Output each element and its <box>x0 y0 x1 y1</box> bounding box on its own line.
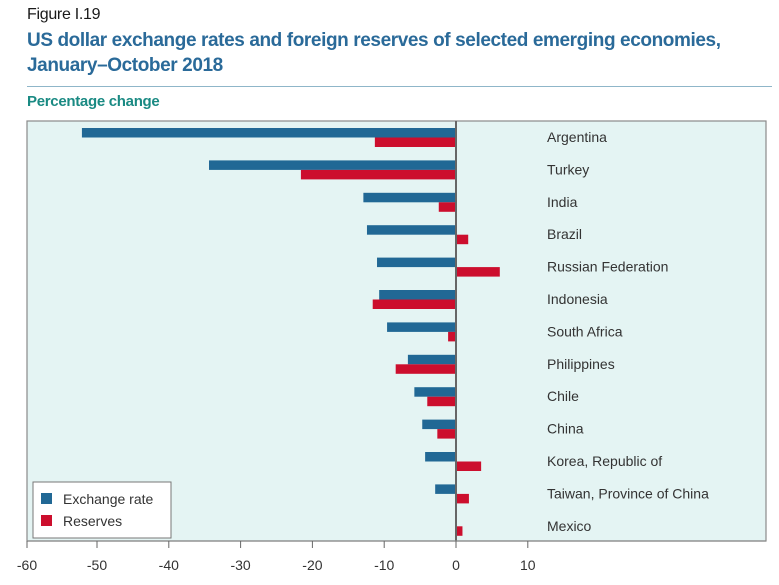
bar-exchange-rate <box>387 322 456 332</box>
category-label: Mexico <box>547 518 592 534</box>
x-tick-label: -20 <box>302 557 322 573</box>
x-tick-label: -40 <box>159 557 179 573</box>
figure-label: Figure I.19 <box>27 6 101 23</box>
bar-exchange-rate <box>425 452 456 462</box>
category-label: Chile <box>547 388 579 404</box>
x-tick-label: -50 <box>87 557 107 573</box>
bar-exchange-rate <box>422 419 456 430</box>
bar-reserves <box>456 461 482 471</box>
category-labels: Argentina Turkey India Brazil Russian Federa… <box>547 129 709 534</box>
chart-title: US dollar exchange rates and foreign res… <box>27 28 767 78</box>
category-label: India <box>547 194 578 210</box>
bar-exchange-rate <box>435 484 456 494</box>
x-axis: -60 -50 -40 -30 -20 -10 0 10 <box>17 540 766 573</box>
category-label: Philippines <box>547 356 615 372</box>
category-label: Indonesia <box>547 291 608 307</box>
bars-group <box>81 128 500 536</box>
x-tick-label: -60 <box>17 557 37 573</box>
legend-swatch-exchange-rate <box>41 493 52 504</box>
bar-exchange-rate <box>407 354 456 365</box>
x-tick-label: 10 <box>520 557 536 573</box>
bar-exchange-rate <box>414 387 456 397</box>
category-label: Taiwan, Province of China <box>547 485 709 501</box>
bar-exchange-rate <box>209 160 456 170</box>
chart-title-line-1: US dollar exchange rates and foreign res… <box>27 30 721 51</box>
bar-reserves <box>456 526 463 536</box>
legend-label-reserves: Reserves <box>63 513 122 529</box>
bar-reserves <box>300 169 456 180</box>
bar-reserves <box>374 137 456 147</box>
title-divider <box>27 86 772 87</box>
legend-swatch-reserves <box>41 515 52 526</box>
category-label: China <box>547 421 584 437</box>
bar-reserves <box>427 396 456 407</box>
bar-reserves <box>437 429 456 439</box>
bar-reserves <box>372 299 456 309</box>
bar-reserves <box>448 331 456 342</box>
bar-exchange-rate <box>366 225 456 235</box>
category-label: Brazil <box>547 226 582 242</box>
bar-exchange-rate <box>379 290 456 300</box>
x-tick-label: -10 <box>374 557 394 573</box>
category-label: South Africa <box>547 323 623 339</box>
category-label: Turkey <box>547 161 589 177</box>
legend: Exchange rate Reserves <box>32 481 172 539</box>
bar-reserves <box>456 234 469 245</box>
bar-reserves <box>456 493 469 504</box>
chart-title-line-2: January–October 2018 <box>27 55 223 76</box>
legend-label-exchange-rate: Exchange rate <box>63 491 153 507</box>
x-tick-label: 0 <box>452 557 460 573</box>
bar-reserves <box>456 267 500 277</box>
category-label: Korea, Republic of <box>547 453 662 469</box>
category-label: Argentina <box>547 129 607 145</box>
bar-exchange-rate <box>81 128 456 138</box>
bar-reserves <box>395 364 456 374</box>
bar-exchange-rate <box>377 257 456 268</box>
y-axis-unit-label: Percentage change <box>27 93 160 110</box>
category-label: Russian Federation <box>547 259 668 275</box>
bar-exchange-rate <box>363 192 456 203</box>
x-tick-label: -30 <box>230 557 250 573</box>
bar-reserves <box>438 202 456 212</box>
legend-box <box>32 481 172 539</box>
